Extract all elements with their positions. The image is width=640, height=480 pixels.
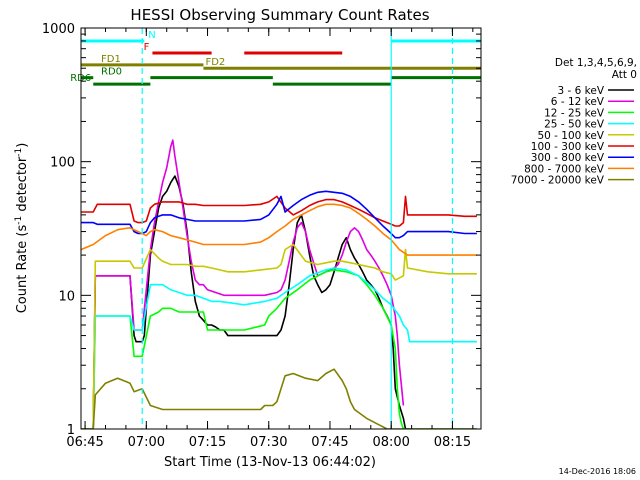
legend-entry-label: 300 - 800 keV — [531, 152, 605, 164]
x-tick-label: 06:45 — [66, 435, 103, 450]
legend-entry-label: 12 - 25 keV — [544, 107, 605, 119]
state-bar-label: FD1 — [101, 54, 121, 65]
series-line-6 — [81, 195, 477, 227]
axes: 06:45 07:00 07:15 07:30 07:45 08:00 08:15 1 10 10… — [42, 22, 481, 450]
legend-entry-label: 25 - 50 keV — [544, 119, 605, 131]
legend-entry-label: 6 - 12 keV — [551, 96, 605, 108]
state-bar-label: RD0 — [101, 67, 122, 78]
series-line-2 — [81, 139, 405, 429]
legend-entry-label: 7000 - 20000 keV — [511, 175, 605, 187]
series-line-5 — [81, 243, 477, 429]
series-line-8 — [81, 203, 477, 256]
series-line-9 — [81, 368, 477, 429]
x-tick-label: 08:15 — [434, 435, 471, 450]
series-line-4 — [81, 267, 477, 429]
y-tick-label: 1000 — [42, 22, 75, 37]
x-tick-label: 08:00 — [372, 435, 409, 450]
y-tick-label: 100 — [50, 156, 75, 171]
series-line-3 — [81, 269, 477, 429]
legend-title-line: Det 1,3,4,5,6,9, — [555, 57, 637, 69]
x-tick-label: 07:30 — [250, 435, 287, 450]
footer-timestamp: 14-Dec-2016 18:06 — [559, 467, 636, 476]
state-bar-label: FD2 — [205, 57, 225, 68]
y-tick-label: 10 — [58, 289, 75, 304]
state-bar-label: N — [148, 30, 155, 41]
legend-title-line: Att 0 — [612, 69, 637, 81]
legend-entry-label: 100 - 300 keV — [531, 141, 605, 153]
eclipse-markers — [141, 28, 454, 429]
legend-entry-label: 50 - 100 keV — [537, 130, 604, 142]
x-tick-label: 07:45 — [311, 435, 348, 450]
legend-entry-label: 3 - 6 keV — [557, 85, 604, 97]
y-axis-label: Count Rate (s-1 detector-1) — [14, 143, 30, 314]
y-tick-label: 1 — [67, 423, 75, 438]
series-layer — [81, 139, 477, 429]
legend-entry-label: 800 - 7000 keV — [524, 163, 605, 175]
x-tick-label: 07:00 — [128, 435, 165, 450]
state-bar-label: F — [144, 42, 150, 53]
series-line-7 — [81, 190, 477, 239]
x-tick-label: 07:15 — [189, 435, 226, 450]
x-axis-label: Start Time (13-Nov-13 06:44:02) — [164, 455, 376, 470]
chart-title: HESSI Observing Summary Count Rates — [130, 6, 429, 24]
plot-frame — [80, 27, 482, 430]
